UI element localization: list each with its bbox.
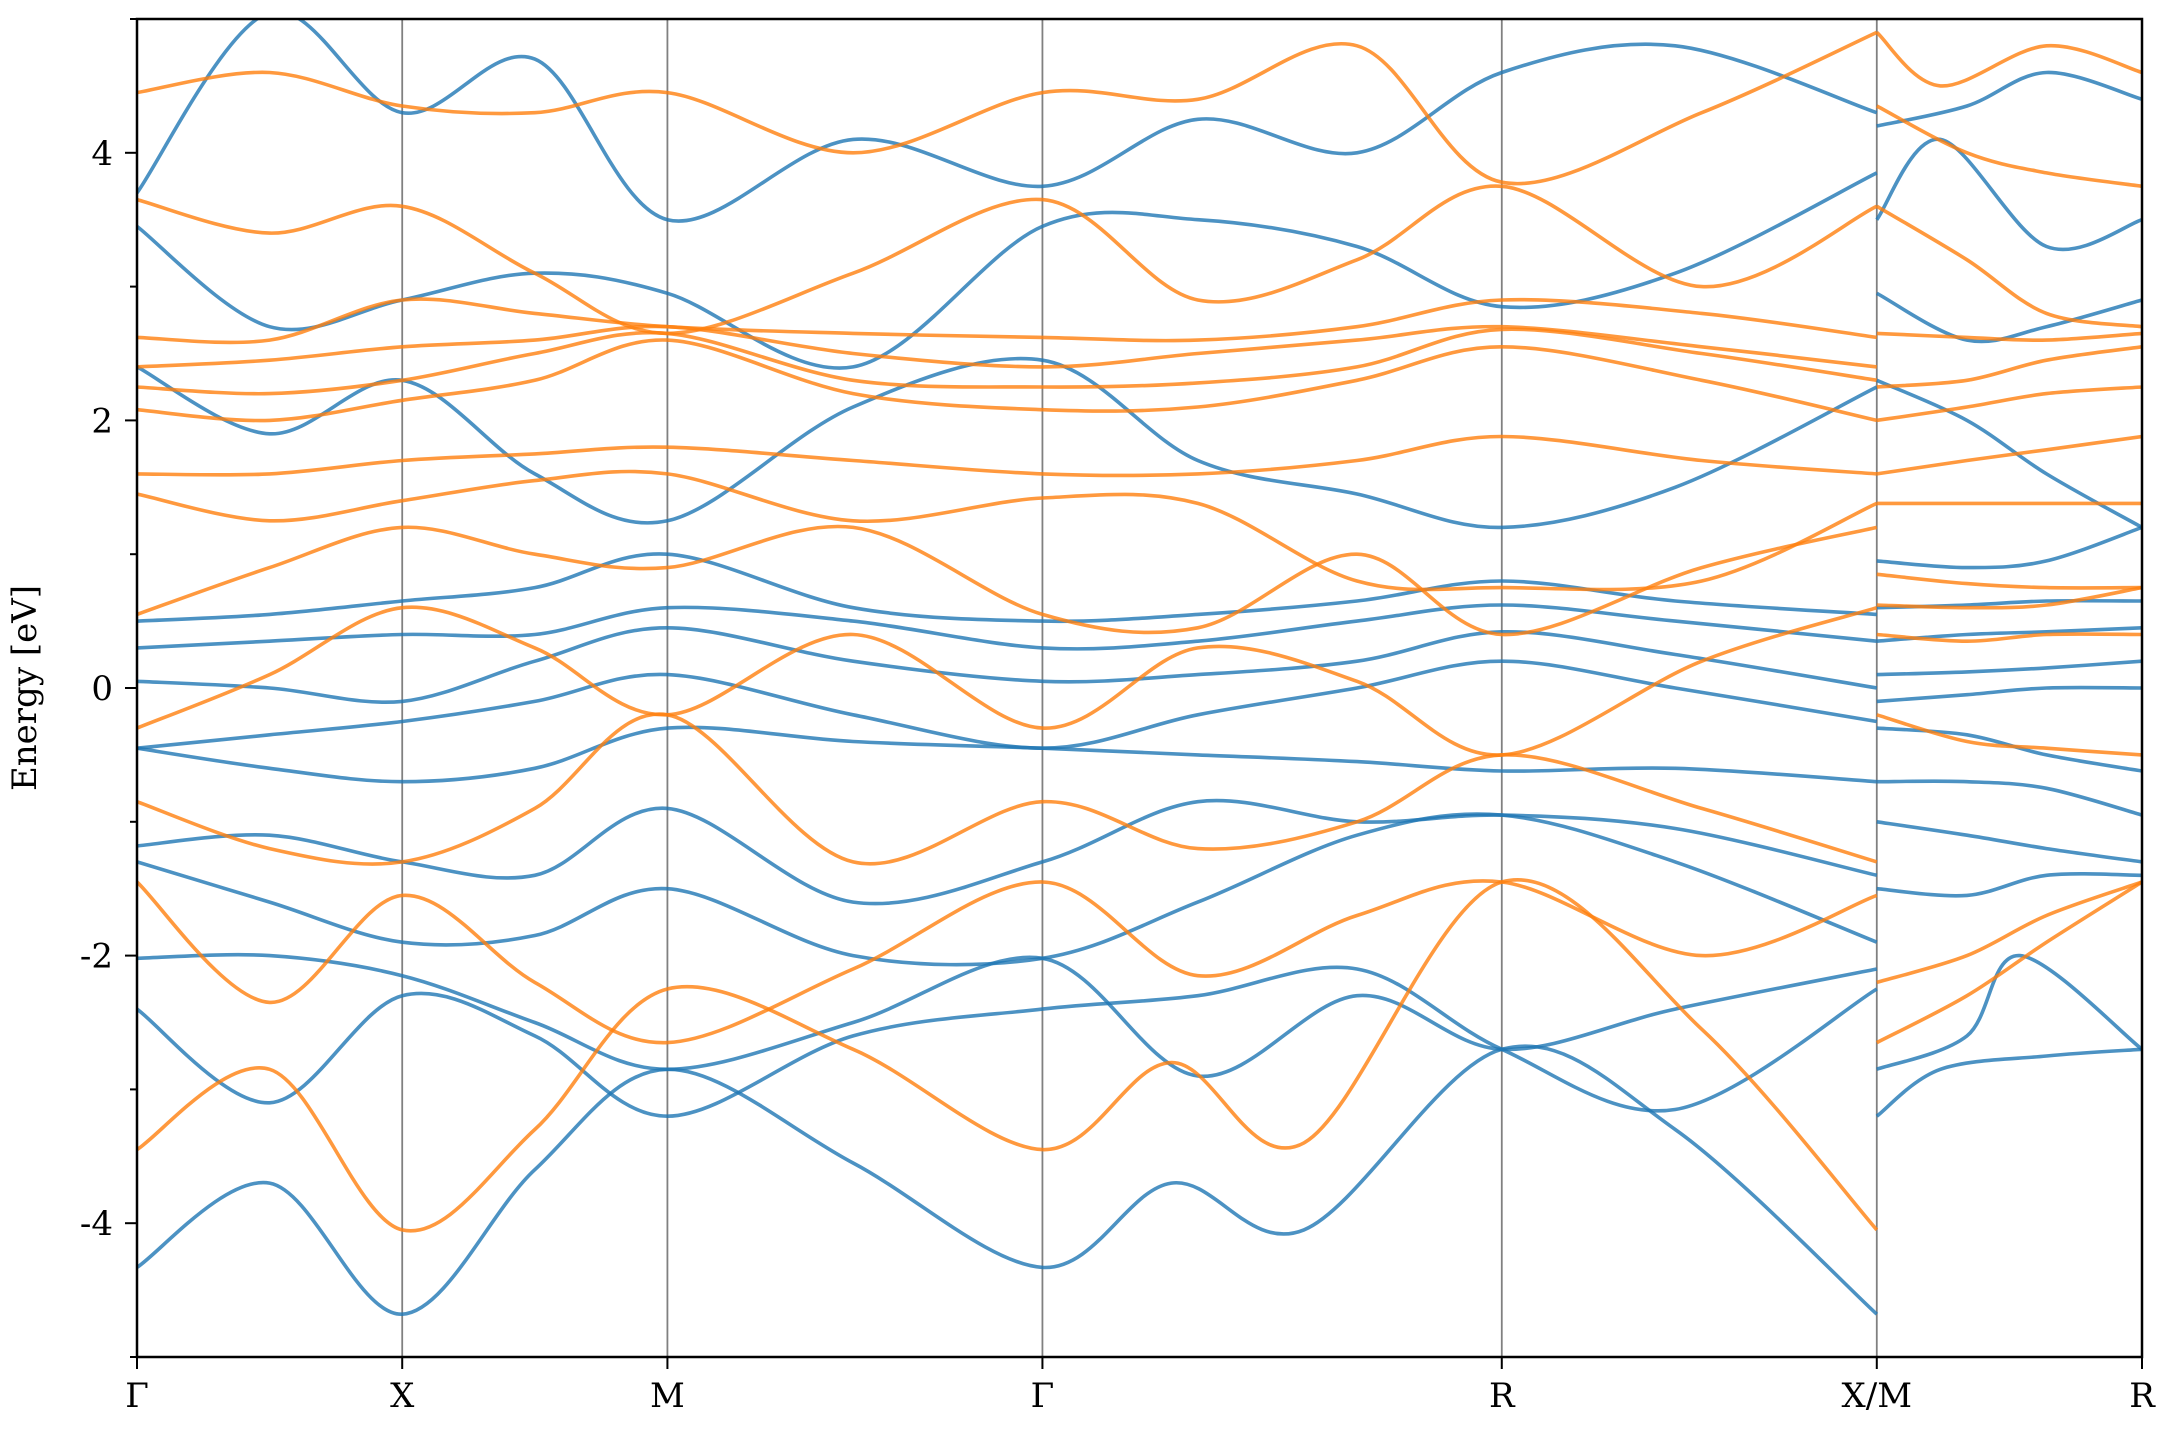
y-tick-label: -4 bbox=[80, 1204, 113, 1244]
band-line bbox=[137, 605, 1878, 757]
band-line bbox=[137, 338, 1878, 423]
band-line bbox=[1875, 1047, 2142, 1118]
band-line bbox=[1876, 713, 2142, 757]
x-tick-label: R bbox=[2129, 1376, 2156, 1416]
y-axis: -4 -2 0 2 4 bbox=[80, 18, 137, 1358]
y-axis-title: Energy [eV] bbox=[5, 585, 45, 791]
band-line bbox=[137, 19, 1878, 223]
band-line bbox=[137, 812, 1878, 967]
band-line bbox=[1876, 585, 2142, 610]
band-line bbox=[1876, 880, 2142, 985]
band-line bbox=[1876, 70, 2142, 128]
band-line bbox=[1875, 104, 2142, 189]
band-line bbox=[137, 524, 1878, 637]
band-line bbox=[137, 725, 1877, 784]
band-line bbox=[1876, 572, 2142, 590]
x-tick-label: R bbox=[1489, 1376, 1516, 1416]
band-line bbox=[137, 712, 1878, 866]
band-line bbox=[137, 879, 1878, 1045]
band-line bbox=[137, 878, 1879, 1233]
band-line bbox=[137, 1044, 1879, 1317]
x-tick-label: M bbox=[650, 1376, 685, 1416]
plot-frame bbox=[135, 17, 2144, 1359]
band-line bbox=[1876, 726, 2142, 773]
band-line bbox=[1876, 385, 2142, 423]
band-lines bbox=[137, 19, 2142, 1317]
x-tick-label: Γ bbox=[1031, 1376, 1055, 1416]
band-line bbox=[137, 297, 1878, 345]
band-line bbox=[137, 965, 1878, 1118]
band-line bbox=[1876, 659, 2142, 677]
band-line bbox=[137, 30, 1878, 186]
band-line bbox=[1876, 632, 2142, 643]
y-tick-label: 0 bbox=[91, 669, 113, 709]
band-line bbox=[1876, 685, 2142, 704]
x-tick-label: Γ bbox=[125, 1376, 149, 1416]
band-line bbox=[1875, 137, 2142, 252]
band-line bbox=[1876, 525, 2142, 570]
x-tick-label: X/M bbox=[1842, 1376, 1912, 1416]
band-line bbox=[137, 324, 1878, 369]
band-line bbox=[1875, 204, 2142, 329]
kpoint-lines bbox=[401, 19, 1878, 1357]
band-line bbox=[137, 626, 1878, 704]
band-line bbox=[1876, 820, 2142, 864]
band-line bbox=[137, 184, 1878, 336]
band-line bbox=[1876, 779, 2142, 817]
band-series bbox=[1875, 31, 2142, 1045]
band-line bbox=[137, 552, 1877, 624]
x-tick-label: X bbox=[390, 1376, 415, 1416]
x-axis: Γ X M Γ R X/M R bbox=[125, 1357, 2156, 1416]
band-line bbox=[137, 952, 1878, 1078]
y-tick-label: 2 bbox=[91, 401, 113, 441]
band-line bbox=[137, 469, 1878, 592]
band-series bbox=[137, 19, 1879, 1317]
band-line bbox=[1876, 331, 2142, 343]
band-line bbox=[137, 603, 1877, 651]
band-line bbox=[1876, 872, 2142, 898]
band-line bbox=[137, 434, 1877, 478]
y-tick-label: -2 bbox=[80, 937, 113, 977]
band-series bbox=[137, 30, 1879, 1233]
band-line bbox=[1876, 345, 2142, 389]
band-line bbox=[1876, 434, 2142, 476]
band-line bbox=[1875, 31, 2142, 88]
y-tick-label: 4 bbox=[91, 134, 113, 174]
band-line bbox=[1876, 378, 2142, 529]
band-line bbox=[1875, 880, 2142, 1045]
band-line bbox=[137, 659, 1878, 750]
